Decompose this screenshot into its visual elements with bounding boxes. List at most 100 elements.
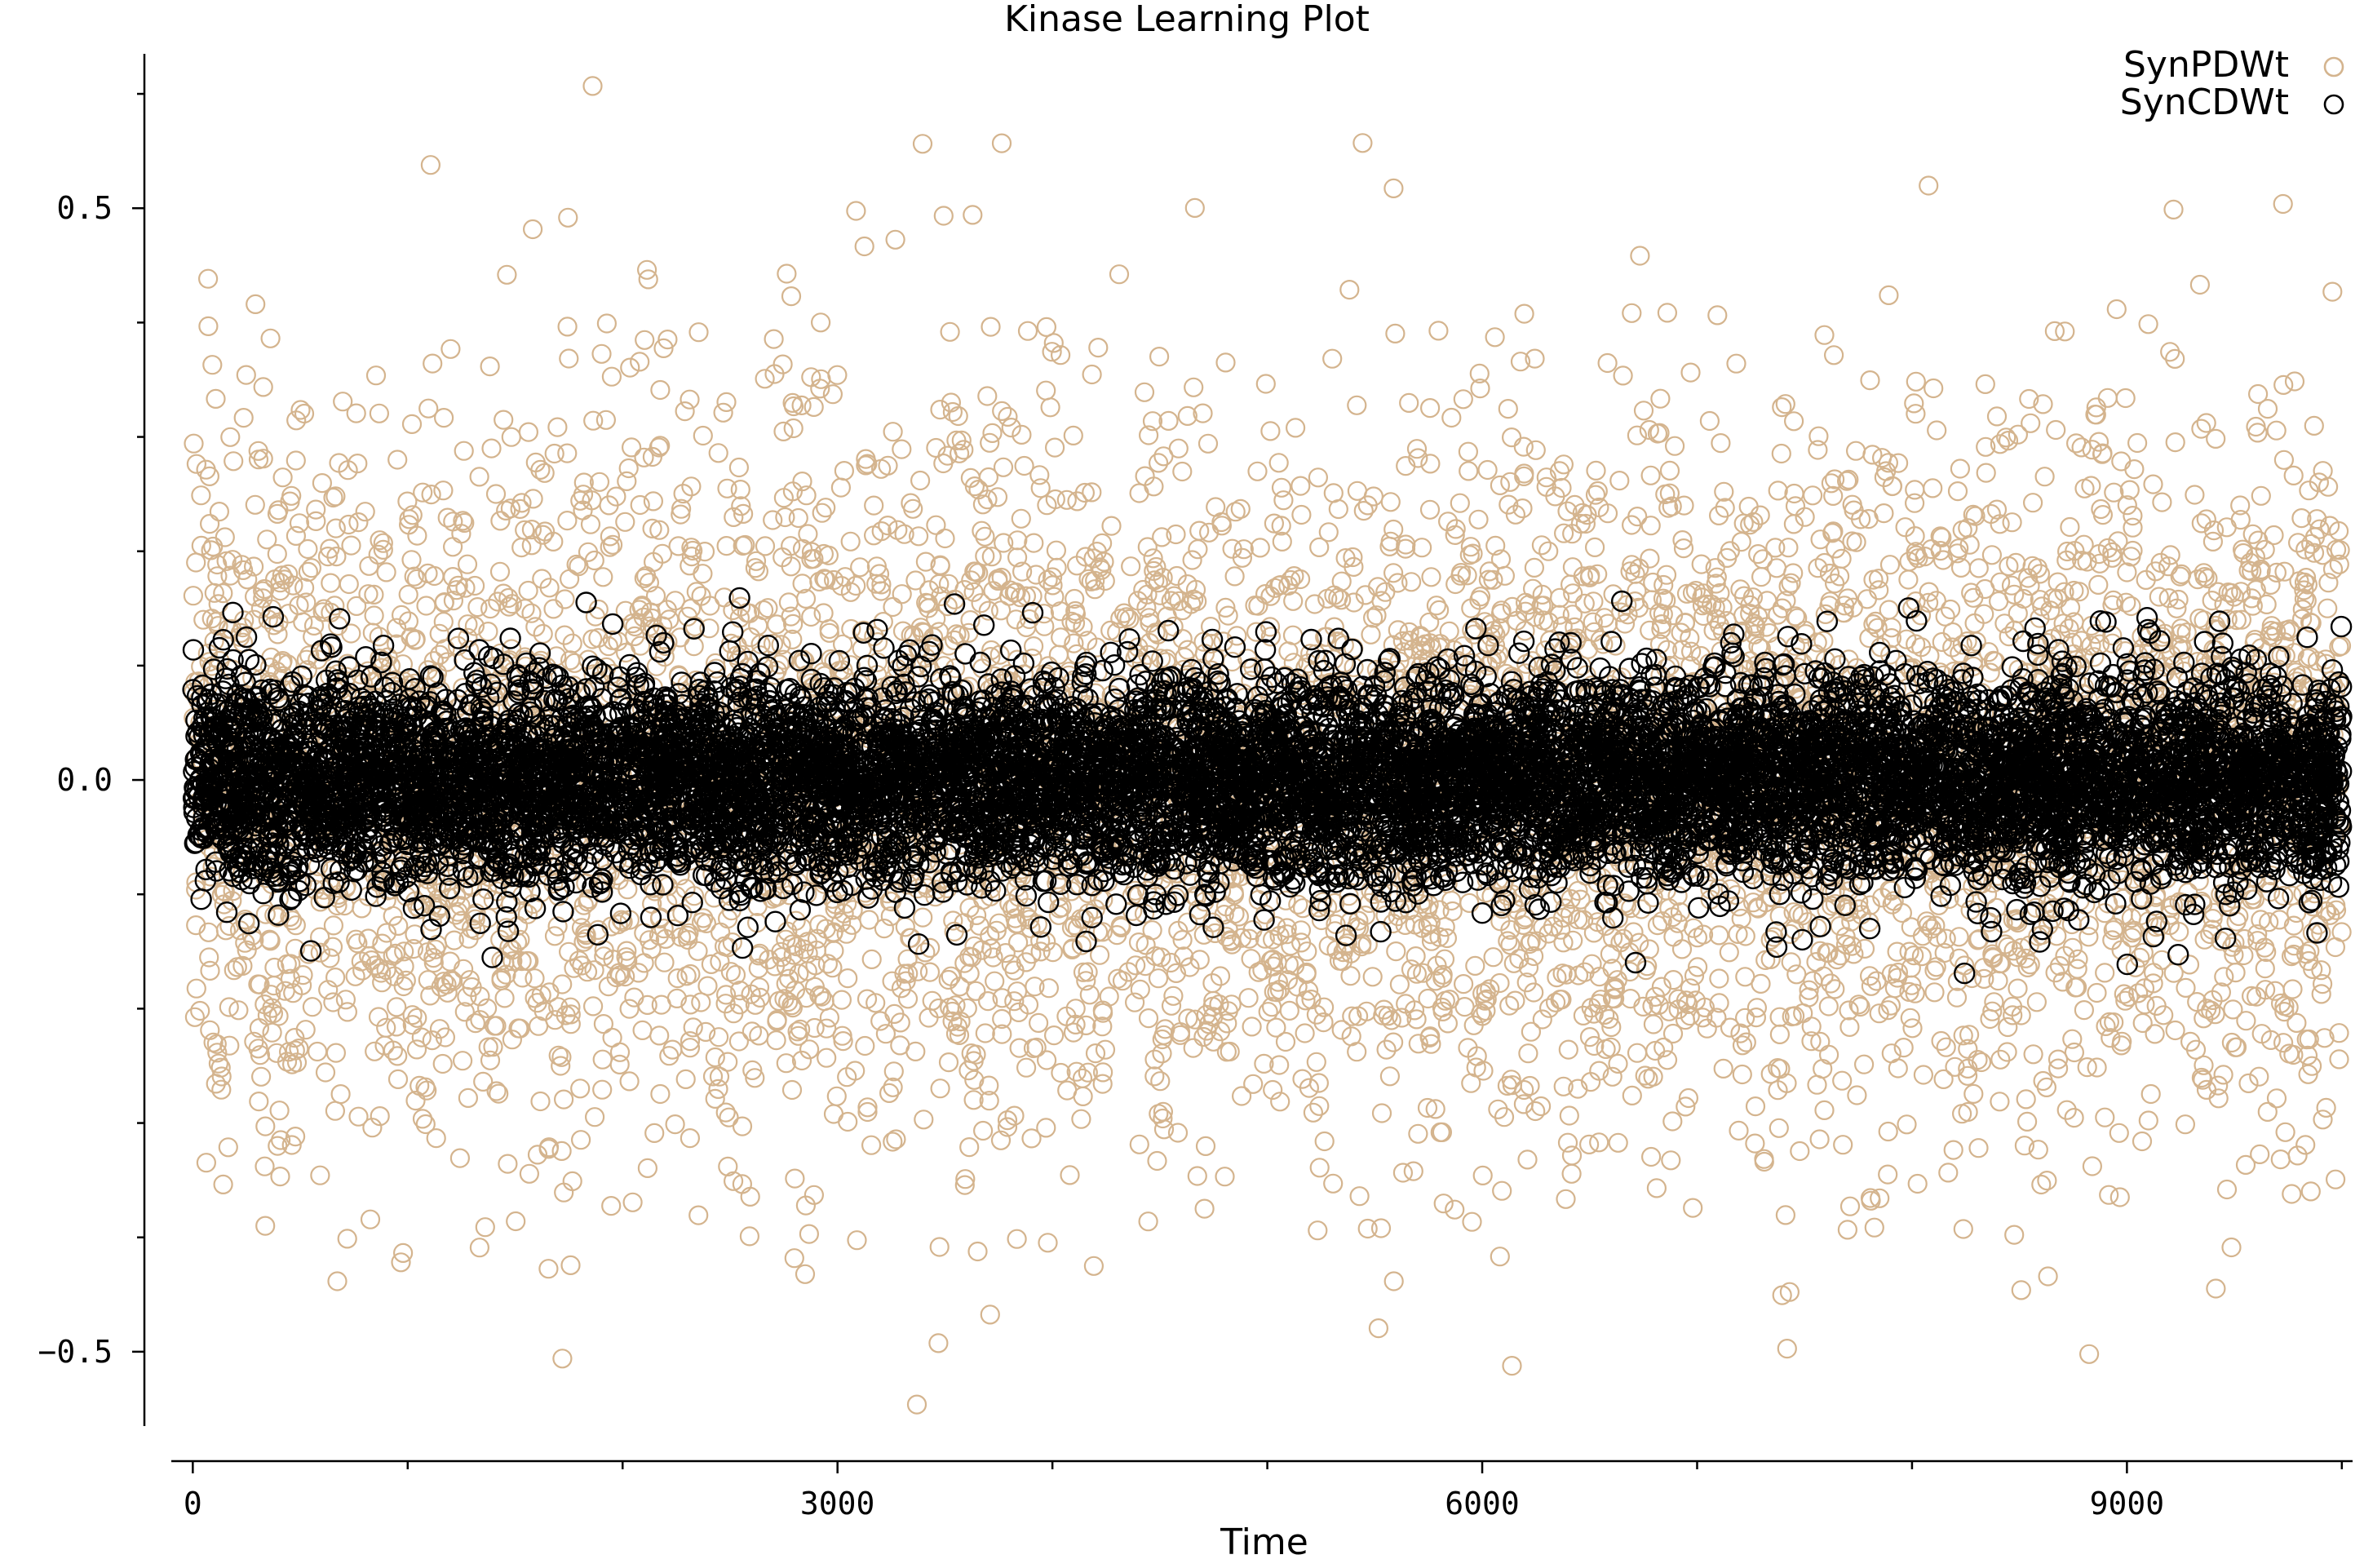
data-point xyxy=(2037,1170,2057,1191)
data-point xyxy=(766,1030,786,1051)
data-point xyxy=(2325,937,2345,958)
data-point xyxy=(922,990,942,1011)
data-point xyxy=(1982,1001,2003,1021)
data-point xyxy=(2282,1184,2302,1204)
data-point xyxy=(2081,476,2101,496)
data-point xyxy=(2154,633,2174,654)
data-point xyxy=(2038,1266,2058,1287)
data-point xyxy=(1137,537,1158,557)
data-point xyxy=(1514,303,1534,324)
data-point xyxy=(183,586,203,606)
data-point xyxy=(2213,1065,2233,1085)
data-point xyxy=(1924,378,1944,399)
data-point xyxy=(1777,1338,1797,1359)
data-point xyxy=(184,1007,205,1027)
data-point xyxy=(2273,193,2293,215)
data-point xyxy=(1947,481,1968,502)
data-point xyxy=(1924,982,1945,1003)
data-point xyxy=(219,997,239,1017)
data-point xyxy=(764,329,784,349)
data-point xyxy=(251,1066,272,1087)
data-point xyxy=(442,537,463,557)
data-point xyxy=(2091,498,2111,520)
data-point xyxy=(1583,923,1605,943)
data-point xyxy=(908,526,929,547)
data-point xyxy=(1846,441,1866,461)
data-point xyxy=(1258,1002,1278,1022)
data-point xyxy=(990,600,1012,621)
data-point xyxy=(362,622,383,643)
data-point xyxy=(386,1017,407,1037)
data-point xyxy=(2008,978,2028,999)
data-point xyxy=(861,949,882,970)
data-point xyxy=(1242,1017,1262,1037)
data-point xyxy=(665,1114,685,1135)
data-point xyxy=(523,489,543,509)
data-point xyxy=(1304,594,1325,614)
data-point xyxy=(2270,1149,2291,1170)
data-point xyxy=(433,481,454,501)
data-point xyxy=(686,582,706,602)
data-point xyxy=(1823,485,1844,507)
data-point xyxy=(1288,894,1308,915)
data-point xyxy=(948,405,968,427)
data-point xyxy=(1458,441,1479,462)
data-point xyxy=(637,1158,658,1179)
data-point xyxy=(1085,1043,1106,1064)
data-point xyxy=(1578,1134,1600,1155)
data-point xyxy=(1981,545,2002,565)
data-point xyxy=(1975,374,1995,394)
data-point xyxy=(1281,936,1301,956)
data-point xyxy=(592,1079,613,1100)
data-point xyxy=(1043,1025,1065,1046)
data-point xyxy=(1751,566,1772,587)
data-point xyxy=(2203,520,2225,541)
data-point xyxy=(1706,574,1726,594)
data-point xyxy=(443,591,464,611)
data-point xyxy=(1814,325,1835,345)
data-point xyxy=(360,1209,381,1229)
data-point xyxy=(552,974,573,994)
data-point xyxy=(286,450,306,471)
data-point xyxy=(1775,1205,1795,1225)
data-point xyxy=(981,317,1001,337)
data-point xyxy=(1279,1000,1299,1021)
data-point xyxy=(1125,880,1145,901)
data-point xyxy=(1627,1043,1648,1063)
data-point xyxy=(1524,557,1545,578)
data-point xyxy=(557,317,578,337)
data-point xyxy=(1483,569,1503,590)
data-point xyxy=(1362,967,1383,987)
data-point xyxy=(1662,1111,1683,1132)
data-point xyxy=(1396,455,1416,476)
data-point xyxy=(1778,538,1799,558)
data-point xyxy=(1498,399,1518,419)
data-point xyxy=(1532,1009,1552,1030)
data-point xyxy=(2079,1344,2100,1364)
data-point xyxy=(196,1153,216,1173)
data-point xyxy=(255,1216,276,1236)
data-point xyxy=(913,907,933,928)
data-point xyxy=(2112,1031,2132,1052)
data-point xyxy=(1848,994,1869,1015)
data-point xyxy=(473,1071,494,1092)
data-point xyxy=(680,1127,701,1149)
data-point xyxy=(1813,631,1834,651)
data-point xyxy=(543,599,564,619)
data-point xyxy=(2251,485,2271,506)
data-point xyxy=(1490,972,1510,994)
data-point xyxy=(1060,1165,1080,1185)
data-point xyxy=(2225,1037,2246,1057)
data-point xyxy=(246,294,266,314)
data-point xyxy=(1943,1140,1963,1160)
data-point xyxy=(1950,458,1970,479)
data-point xyxy=(1808,426,1829,446)
data-point xyxy=(1976,463,1996,483)
data-point xyxy=(209,501,229,522)
data-point xyxy=(186,454,206,474)
data-point xyxy=(587,919,609,941)
data-point xyxy=(857,1097,878,1118)
data-point xyxy=(1278,641,1299,662)
data-point xyxy=(1561,1145,1583,1166)
data-point xyxy=(1640,516,1661,536)
